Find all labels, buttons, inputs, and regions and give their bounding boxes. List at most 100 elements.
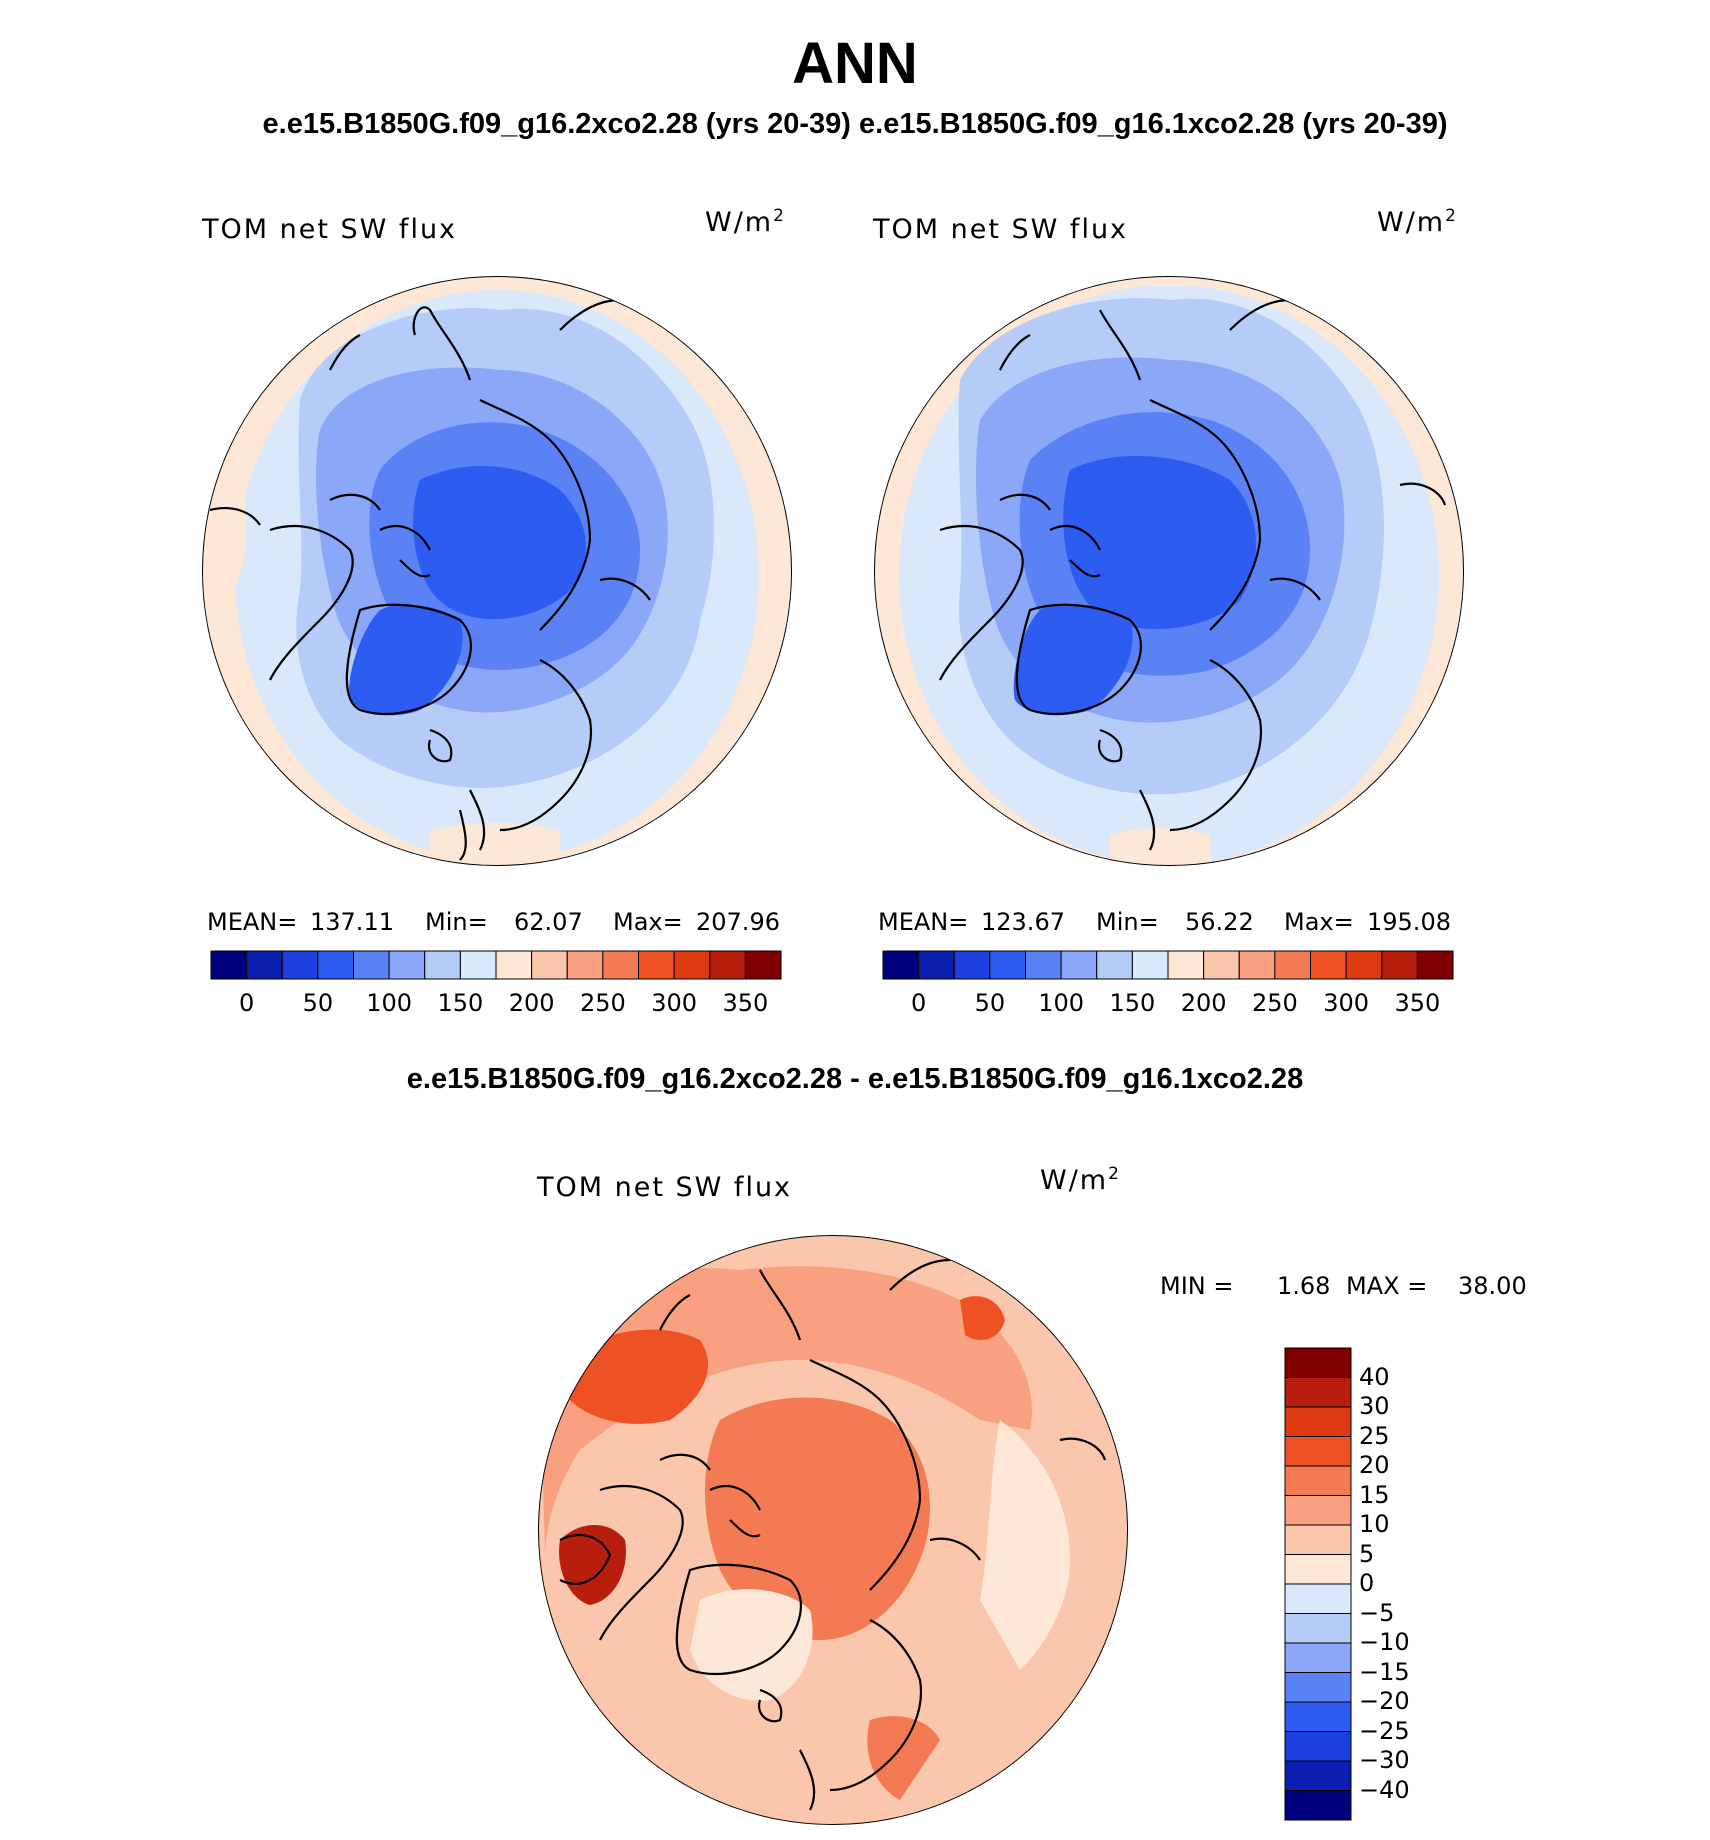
diff-colorbar-tick-label: −5 — [1359, 1598, 1395, 1627]
diff-colorbar-tick-label: 0 — [1359, 1569, 1375, 1597]
difference-title: e.e15.B1850G.f09_g16.2xco2.28 - e.e15.B1… — [406, 1063, 1304, 1095]
panel2-map — [874, 276, 1464, 866]
panel2-colorbar-box — [1345, 950, 1383, 980]
panel2-colorbar-box — [1060, 950, 1098, 980]
panel2-greenland-region — [1013, 604, 1133, 716]
diff-colorbar-box — [1284, 1347, 1352, 1378]
panel1-colorbar-box — [531, 950, 568, 980]
diff-colorbar-box — [1284, 1377, 1352, 1408]
panel2-colorbar-box — [1416, 950, 1454, 980]
diff-colorbar-box — [1284, 1790, 1352, 1821]
panel1-variable-label: TOM net SW flux — [202, 214, 458, 245]
panel1-greenland-region — [349, 604, 463, 716]
diff-colorbar-box — [1284, 1642, 1352, 1673]
panel1-colorbar-box — [638, 950, 675, 980]
diff-colorbar-tick-label: 15 — [1359, 1480, 1390, 1509]
diff-colorbar-tick-label: 25 — [1359, 1421, 1390, 1450]
panel1-min-value: 62.07 — [514, 908, 583, 936]
diff-colorbar-tick-label: −30 — [1359, 1746, 1410, 1774]
diff-colorbar-tick-label: 5 — [1359, 1539, 1375, 1568]
diff-colorbar-box — [1284, 1672, 1352, 1703]
diff-colorbar-tick-label: 20 — [1359, 1451, 1390, 1479]
diff-colorbar-tick-label: 30 — [1359, 1392, 1390, 1420]
panel1-colorbar-box — [566, 950, 604, 980]
panel2-colorbar-box — [918, 950, 955, 980]
diff-colorbar-tick-label: −25 — [1359, 1716, 1410, 1745]
panel2-colorbar-box — [1310, 950, 1347, 980]
diff-colorbar-box — [1284, 1613, 1352, 1644]
panel1-colorbar-tick-label: 300 — [651, 989, 698, 1017]
panel1-colorbar-box — [459, 950, 497, 980]
diff-colorbar-tick-label: 10 — [1359, 1510, 1390, 1538]
panel2-colorbar-tick-label: 150 — [1109, 989, 1156, 1017]
diff-colorbar-box — [1284, 1701, 1352, 1732]
panel1-map — [202, 276, 792, 866]
panel2-colorbar-box — [882, 950, 920, 980]
diff-colorbar-box — [1284, 1583, 1352, 1614]
panel1-colorbar-tick-label: 50 — [302, 989, 334, 1017]
panel1-colorbar-box — [210, 950, 248, 980]
panel2-contour-level-5 — [1063, 456, 1257, 630]
panel1-colorbar-box — [602, 950, 639, 980]
diff-map — [538, 1235, 1128, 1825]
diff-colorbar-box — [1284, 1495, 1352, 1526]
panel2-colorbar-box — [1274, 950, 1311, 980]
panel2-min-label: Min= — [1096, 908, 1159, 936]
panel2-colorbar-box — [1096, 950, 1133, 980]
diff-min-value: 1.68 — [1277, 1272, 1331, 1300]
panel1-max-value: 207.96 — [696, 908, 780, 936]
panel1-colorbar-box — [317, 950, 354, 980]
panel1-colorbar-box — [744, 950, 782, 980]
panel1-colorbar-box — [709, 950, 746, 980]
panel2-max-label: Max= — [1284, 908, 1354, 936]
panel1-colorbar-tick-label: 200 — [508, 989, 555, 1017]
panel2-colorbar — [882, 950, 1454, 980]
panel2-colorbar-box — [1203, 950, 1240, 980]
panel2-colorbar-box — [953, 950, 991, 980]
panel2-colorbar-box — [1131, 950, 1169, 980]
diff-contour-level-3 — [705, 1397, 930, 1640]
panel2-colorbar-tick-label: 50 — [974, 989, 1006, 1017]
diff-colorbar-box — [1284, 1760, 1352, 1791]
panel1-mean-label: MEAN= — [207, 908, 298, 936]
panel1-colorbar-tick-label: 150 — [437, 989, 484, 1017]
panel1-colorbar-tick-label: 350 — [722, 989, 769, 1017]
diff-units-label: W/m2 — [1040, 1164, 1121, 1196]
panel2-colorbar-tick-label: 300 — [1323, 989, 1370, 1017]
diff-colorbar — [1284, 1347, 1352, 1821]
diff-colorbar-box — [1284, 1406, 1352, 1437]
panel1-max-label: Max= — [613, 908, 683, 936]
panel1-colorbar-box — [281, 950, 319, 980]
panel2-colorbar-box — [1167, 950, 1205, 980]
panel1-colorbar-tick-label: 250 — [579, 989, 626, 1017]
panel2-colorbar-tick-label: 200 — [1180, 989, 1227, 1017]
panel2-colorbar-tick-label: 0 — [910, 989, 927, 1017]
panel2-colorbar-box — [1381, 950, 1418, 980]
panel2-colorbar-box — [1238, 950, 1276, 980]
panel1-contour-level-5 — [413, 466, 587, 620]
panel1-colorbar — [210, 950, 782, 980]
diff-colorbar-box — [1284, 1731, 1352, 1762]
diff-colorbar-tick-label: −20 — [1359, 1687, 1410, 1715]
panel1-colorbar-box — [495, 950, 533, 980]
panel2-colorbar-box — [1025, 950, 1062, 980]
panel2-variable-label: TOM net SW flux — [873, 214, 1129, 245]
panel2-colorbar-tick-label: 100 — [1038, 989, 1085, 1017]
panel2-colorbar-tick-label: 350 — [1394, 989, 1441, 1017]
panel1-colorbar-box — [246, 950, 283, 980]
panel1-colorbar-box — [353, 950, 390, 980]
panel1-colorbar-tick-label: 0 — [238, 989, 255, 1017]
panel1-colorbar-box — [424, 950, 461, 980]
diff-colorbar-box — [1284, 1554, 1352, 1585]
panel1-units-label: W/m2 — [705, 206, 786, 238]
diff-colorbar-box — [1284, 1524, 1352, 1555]
diff-colorbar-box — [1284, 1436, 1352, 1467]
diff-colorbar-tick-label: −10 — [1359, 1628, 1410, 1656]
panel2-colorbar-box — [989, 950, 1026, 980]
diff-colorbar-tick-label: 40 — [1359, 1362, 1390, 1391]
diff-max-value: 38.00 — [1458, 1272, 1527, 1300]
panel2-max-value: 195.08 — [1367, 908, 1451, 936]
panel1-colorbar-tick-label: 100 — [366, 989, 413, 1017]
diff-colorbar-box — [1284, 1465, 1352, 1496]
